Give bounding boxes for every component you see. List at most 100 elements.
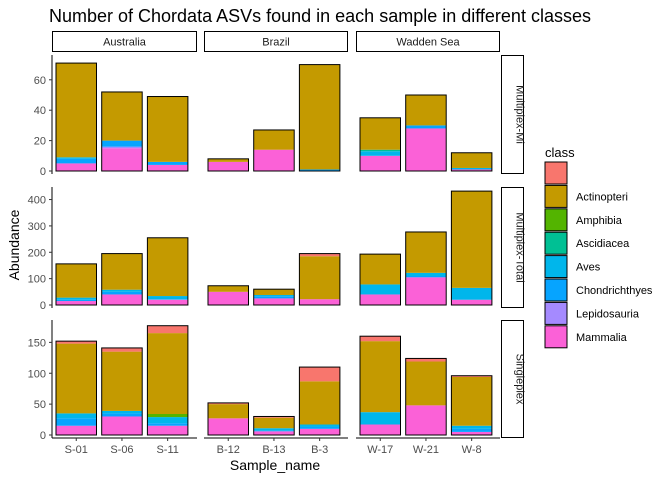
bar-segment (208, 291, 249, 305)
legend-label: Aves (576, 262, 601, 274)
bar-segment (451, 167, 492, 170)
bar-segment (147, 414, 188, 418)
bar-segment (56, 158, 97, 164)
legend-label: Chondrichthyes (576, 285, 653, 297)
bar-segment (253, 149, 295, 171)
bar-segment (253, 431, 295, 435)
bar-segment (299, 64, 340, 170)
bar-segment (451, 299, 492, 305)
bar-outline (359, 335, 401, 436)
x-tick-label: W-21 (413, 444, 439, 456)
bar-segment (101, 351, 143, 411)
bar-outline (450, 375, 493, 436)
bar-segment (360, 412, 401, 425)
bar-segment (360, 151, 401, 156)
bar-outline (450, 190, 493, 306)
bar-segment (299, 367, 340, 382)
bar-segment (451, 375, 492, 377)
bar-segment (299, 253, 340, 257)
bar-segment (147, 96, 188, 162)
bar-segment (147, 164, 188, 171)
row-strip-2 (501, 320, 524, 438)
y-tick-label: 0 (40, 300, 46, 312)
legend-label: Mammalia (576, 332, 628, 344)
x-tick-label: B-3 (311, 444, 328, 456)
bar-segment (405, 125, 447, 129)
x-tick-label: B-12 (217, 444, 240, 456)
bar-segment (208, 418, 249, 435)
bar-segment (56, 301, 97, 305)
bar-segment (101, 146, 143, 149)
bar-segment (451, 191, 492, 288)
bar-outline (146, 96, 189, 172)
legend-key (544, 231, 568, 255)
bar-outline (55, 263, 97, 306)
x-tick-label: B-13 (262, 444, 285, 456)
x-tick-label: S-06 (110, 444, 133, 456)
facet-strip-label: Australia (103, 37, 147, 49)
bar-outline (253, 288, 295, 306)
bar-outline (101, 253, 143, 306)
bar-segment (253, 294, 295, 297)
facet-strip-1 (204, 31, 348, 52)
y-tick-label: 400 (28, 195, 46, 207)
legend-key (544, 161, 568, 185)
row-strip-label: Singleplex (514, 354, 526, 405)
bar-segment (208, 161, 249, 171)
x-axis-label: Sample_name (230, 457, 320, 473)
bar-segment (56, 341, 97, 344)
bar-segment (147, 333, 188, 415)
bar-segment (56, 297, 97, 300)
bar-segment (208, 285, 249, 292)
row-strip-label: Multiplex-Total (514, 212, 526, 282)
legend-key (544, 278, 568, 302)
facet-strip-label: Brazil (262, 37, 290, 49)
facet-panels: Australia Brazil Wadden Sea Multiplex-Mi 0 20… (28, 31, 526, 456)
bar-segment (253, 129, 295, 150)
bar-outline (146, 325, 189, 436)
bar-segment (253, 430, 295, 432)
bar-segment (253, 428, 295, 431)
bar-outline (55, 340, 97, 436)
bar-segment (147, 237, 188, 297)
legend-key (544, 208, 568, 232)
bar-segment (405, 95, 447, 126)
bar-segment (101, 347, 143, 352)
bar-segment (360, 149, 401, 152)
bar-outline (405, 94, 447, 172)
bar-segment (360, 254, 401, 285)
y-axis-label: Abundance (6, 209, 22, 280)
bar-segment (405, 231, 447, 273)
x-tick-label: W-8 (462, 444, 482, 456)
bar-segment (405, 405, 447, 435)
bar-segment (360, 284, 401, 295)
bar-segment (299, 256, 340, 300)
bar-segment (56, 418, 97, 426)
bar-outline (101, 347, 143, 436)
bar-segment (405, 358, 447, 362)
bar-segment (405, 361, 447, 406)
bar-segment (299, 424, 340, 427)
row-strip-label: Multiplex-Mi (514, 85, 526, 144)
y-tick-label: 60 (34, 75, 46, 87)
facet-strip-0 (52, 31, 197, 52)
bar-segment (147, 296, 188, 300)
bar-segment (208, 404, 249, 419)
facet-strip-2 (356, 31, 500, 52)
bar-outline (298, 253, 341, 306)
bar-segment (451, 169, 492, 171)
bar-outline (405, 231, 447, 306)
bar-segment (405, 277, 447, 305)
bar-outline (253, 129, 295, 172)
bar-segment (56, 413, 97, 419)
bar-segment (56, 63, 97, 158)
bar-outline (298, 64, 341, 172)
y-tick-label: 20 (34, 136, 46, 148)
bar-segment (147, 425, 188, 435)
bar-segment (208, 402, 249, 405)
y-tick-label: 40 (34, 105, 46, 117)
bar-outline (146, 237, 189, 306)
bar-outline (253, 415, 295, 436)
bar-segment (299, 428, 340, 435)
